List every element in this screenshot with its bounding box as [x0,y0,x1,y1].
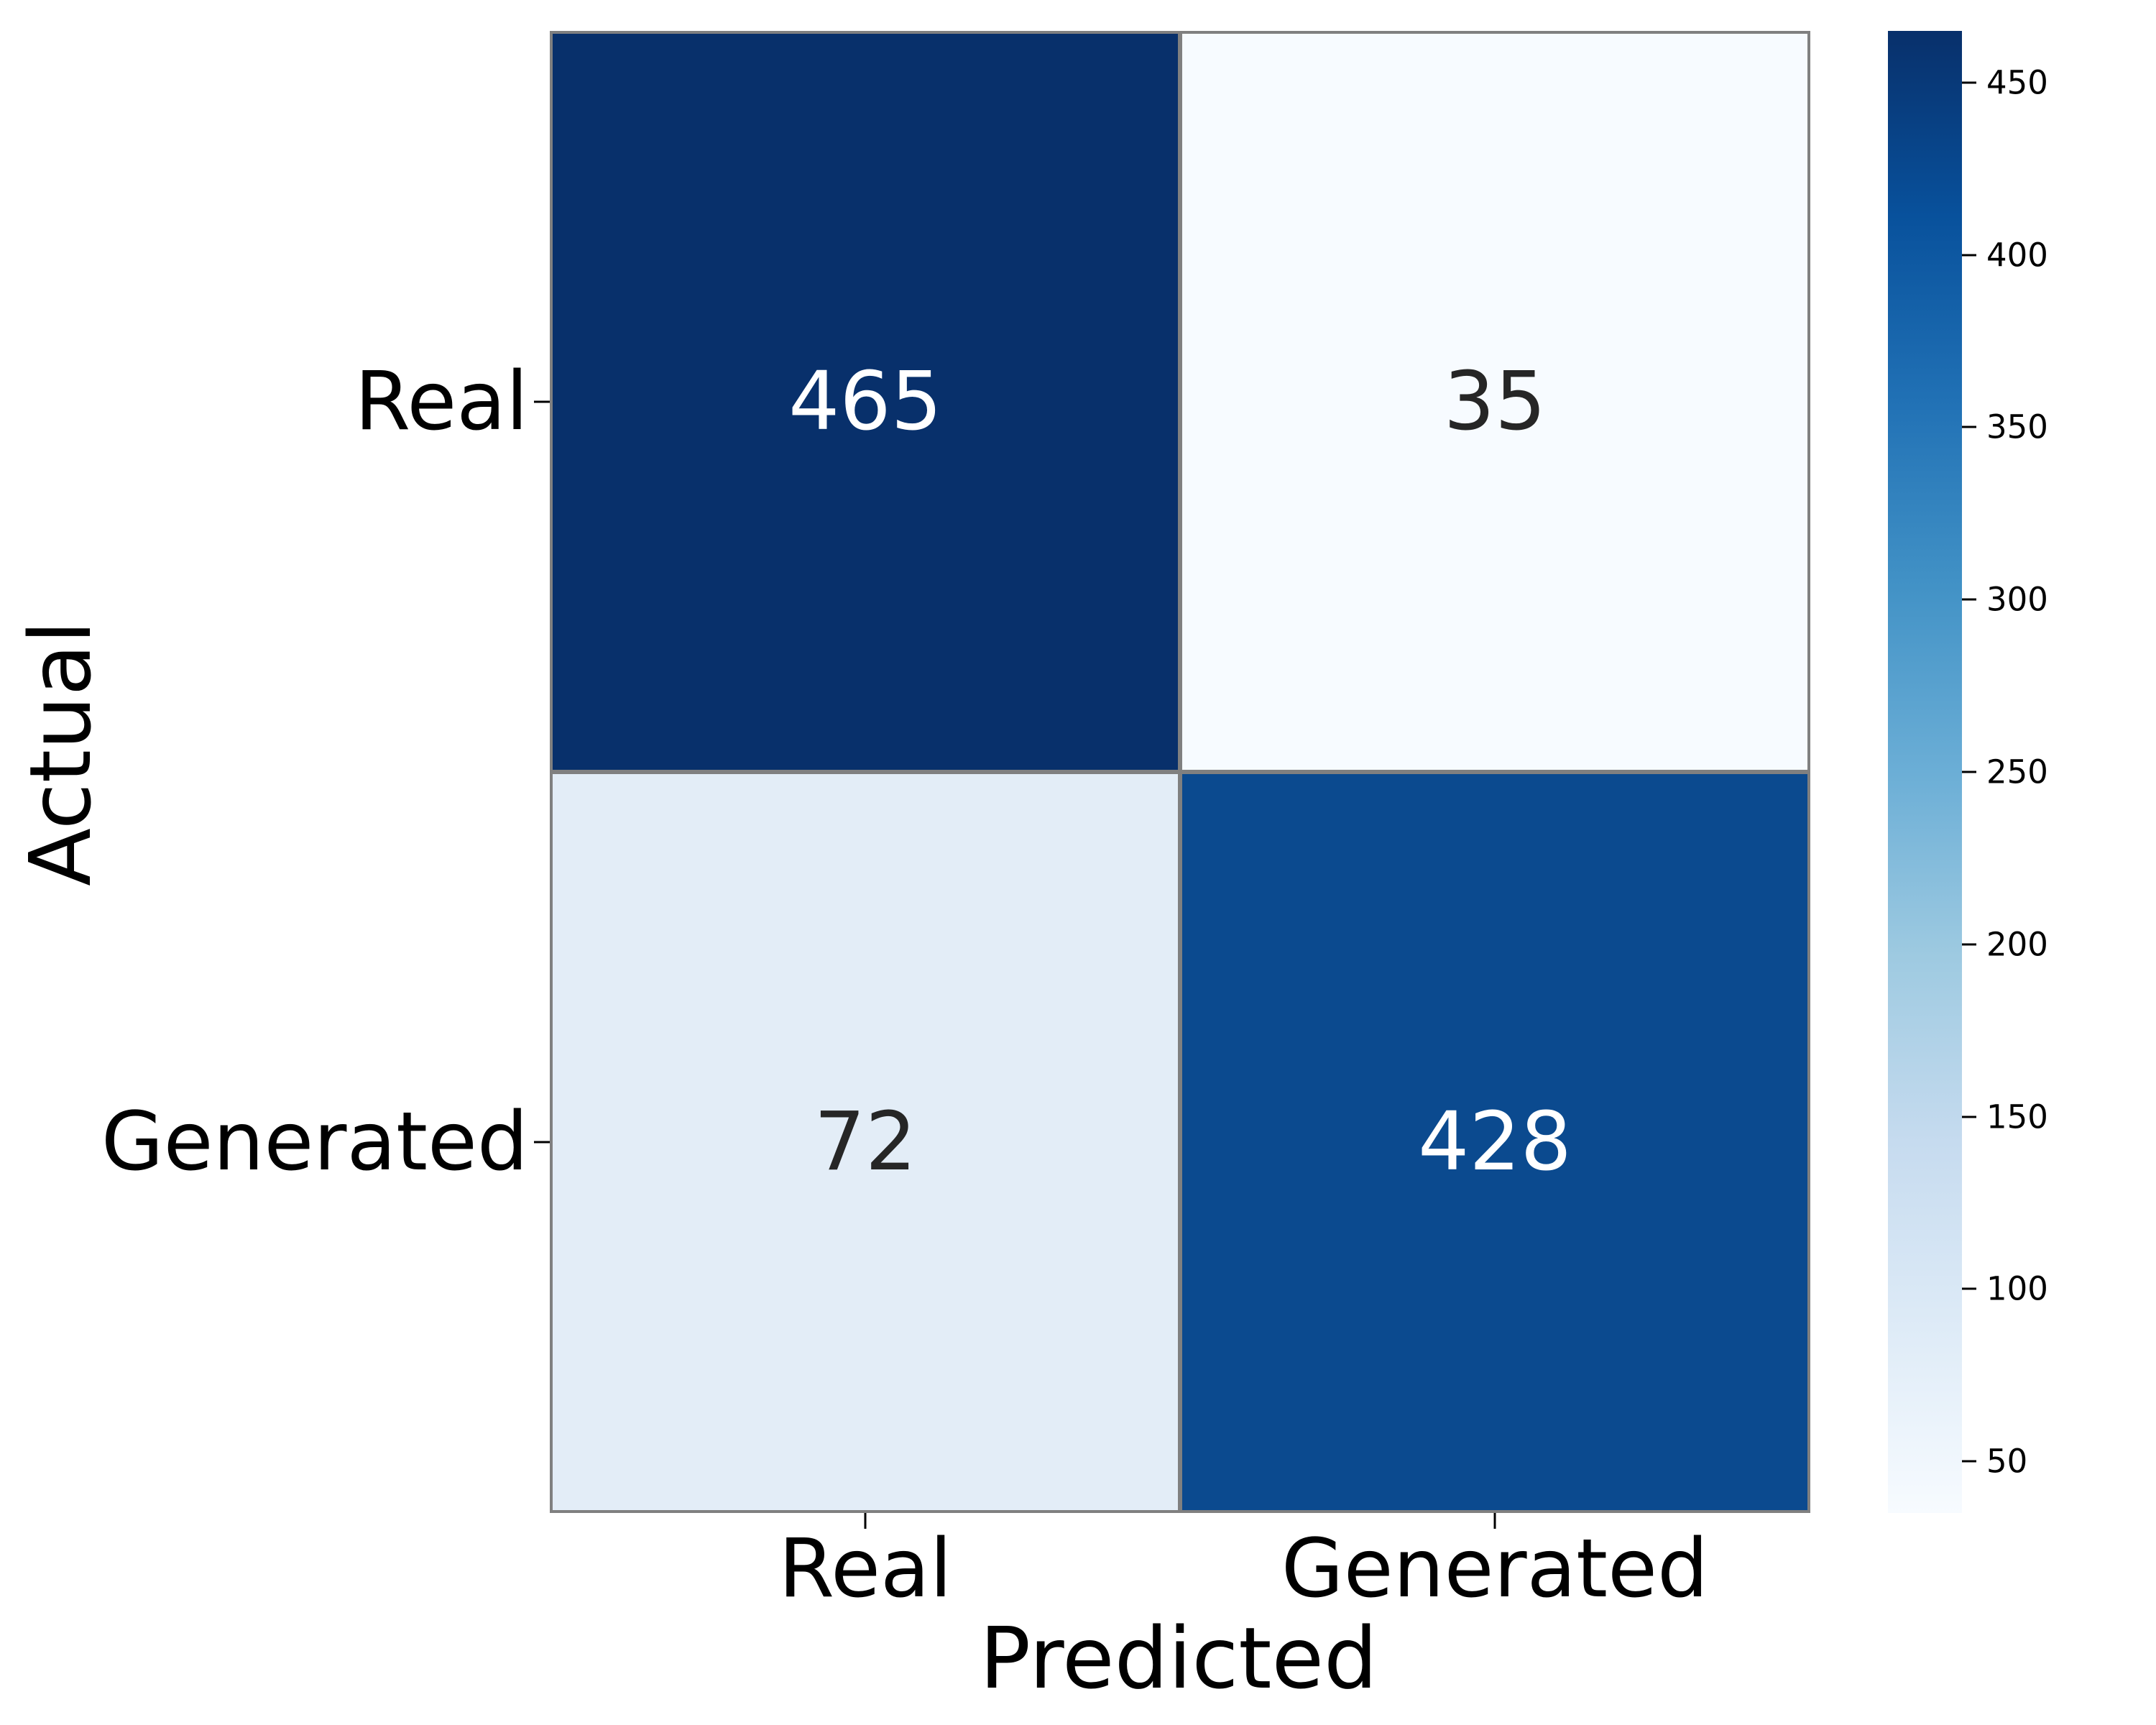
x-tick-mark-real [864,1513,867,1529]
colorbar-tick-mark-100 [1962,1287,1976,1290]
colorbar-tick-label-150: 150 [1986,1098,2048,1136]
colorbar-ticks: 450 400 350 300 250 200 150 100 50 [1962,31,2156,1513]
colorbar-tick-mark-150 [1962,1116,1976,1118]
colorbar-tick-label-450: 450 [1986,63,2048,102]
colorbar-gradient [1888,31,1962,1513]
colorbar-tick-mark-250 [1962,770,1976,773]
x-axis-tick-label-generated: Generated [1281,1522,1709,1616]
colorbar-tick-mark-50 [1962,1460,1976,1463]
y-axis-title: Actual [11,620,110,886]
x-axis-tick-label-real: Real [778,1522,952,1616]
x-axis-title: Predicted [980,1609,1378,1708]
x-tick-mark-generated [1493,1513,1496,1529]
colorbar-tick-label-100: 100 [1986,1269,2048,1308]
heatmap-grid: 465 35 72 428 [553,34,1807,1510]
colorbar-tick-label-350: 350 [1986,408,2048,446]
y-tick-mark-real [534,400,550,403]
colorbar-tick-mark-300 [1962,598,1976,601]
colorbar-tick-mark-200 [1962,943,1976,946]
colorbar-tick-label-250: 250 [1986,753,2048,791]
heatmap-plot: 465 35 72 428 [550,31,1810,1513]
colorbar-tick-label-200: 200 [1986,925,2048,964]
heatmap-cell-r0c0: 465 [553,34,1178,770]
y-axis-tick-label-generated: Generated [101,1095,528,1189]
colorbar-tick-label-300: 300 [1986,580,2048,619]
colorbar-tick-mark-400 [1962,254,1976,257]
y-axis-tick-label-real: Real [354,355,528,448]
colorbar-tick-mark-350 [1962,426,1976,428]
y-tick-mark-generated [534,1141,550,1144]
colorbar: 450 400 350 300 250 200 150 100 50 [1888,31,2048,1513]
heatmap-cell-r0c1: 35 [1182,34,1807,770]
colorbar-tick-label-50: 50 [1986,1442,2028,1481]
colorbar-tick-label-400: 400 [1986,236,2048,275]
colorbar-tick-mark-450 [1962,81,1976,84]
heatmap-cell-r1c1: 428 [1182,774,1807,1510]
heatmap-cell-r1c0: 72 [553,774,1178,1510]
